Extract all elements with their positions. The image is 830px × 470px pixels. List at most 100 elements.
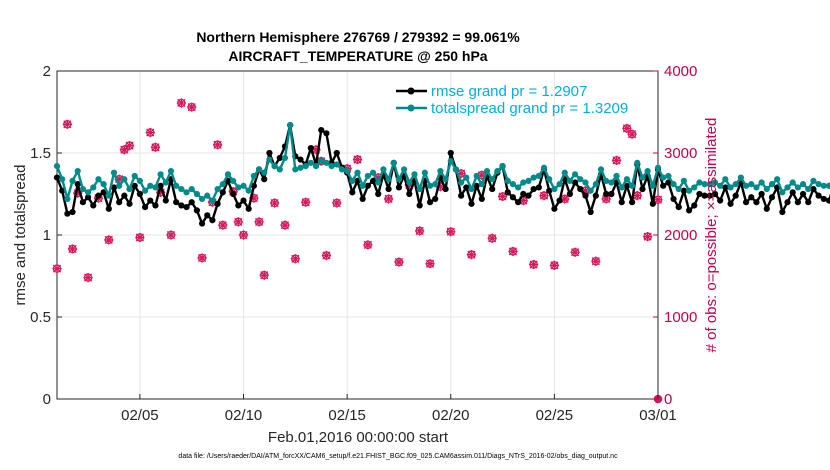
rmse-point: [359, 195, 366, 203]
rmse-point: [675, 204, 682, 211]
totalspread-point: [727, 184, 734, 191]
obs-assimilated-point: [425, 259, 435, 269]
y-left-axis-ticks: 0 0.5 1 1.5 2: [30, 63, 62, 408]
totalspread-point: [722, 176, 729, 183]
totalspread-point: [323, 159, 330, 166]
totalspread-point: [608, 179, 615, 186]
rmse-point: [110, 184, 118, 191]
totalspread-point: [276, 166, 283, 173]
obs-assimilated-point: [238, 230, 249, 240]
totalspread-point: [224, 171, 232, 178]
totalspread-point: [603, 177, 610, 184]
rmse-point: [753, 199, 760, 206]
rmse-point: [162, 197, 169, 204]
totalspread-point: [250, 172, 257, 180]
totalspread-point: [618, 184, 625, 191]
rmse-point: [266, 149, 273, 157]
totalspread-point: [509, 181, 517, 188]
totalspread-point: [136, 177, 143, 184]
totalspread-point: [344, 167, 351, 175]
rmse-point: [592, 192, 599, 199]
rmse-point: [426, 199, 434, 206]
totalspread-point: [447, 158, 454, 165]
totalspread-point: [188, 185, 195, 193]
totalspread-point: [696, 179, 703, 186]
rmse-point: [603, 190, 610, 198]
totalspread-point: [432, 181, 439, 188]
obs-assimilated-point: [156, 187, 166, 197]
totalspread-point: [219, 181, 226, 188]
totalspread-point: [173, 182, 180, 189]
totalspread-point: [193, 190, 200, 198]
rmse-point: [463, 184, 470, 191]
totalspread-point: [779, 189, 786, 196]
rmse-point: [369, 177, 377, 184]
rmse-point: [121, 192, 128, 199]
obs-assimilated-point: [332, 198, 342, 208]
rmse-point: [198, 220, 206, 227]
totalspread-point: [452, 166, 460, 173]
rmse-point: [566, 190, 574, 198]
rmse-point: [530, 185, 537, 193]
rmse-point: [789, 189, 796, 196]
obs-assimilated-point: [311, 145, 321, 155]
totalspread-point: [691, 184, 698, 191]
totalspread-point: [105, 192, 112, 199]
x-axis-label: Feb.01,2016 00:00:00 start: [268, 429, 449, 446]
totalspread-point: [178, 185, 185, 193]
legend-rmse-marker: [407, 87, 415, 95]
obs-assimilated-point: [104, 235, 114, 245]
obs-assimilated-point: [539, 191, 549, 201]
rmse-point: [784, 199, 791, 206]
totalspread-point: [810, 177, 817, 184]
rmse-point: [323, 130, 330, 137]
y-right-tick-label: 3000: [664, 145, 697, 162]
y-left-axis-label: rmse and totalspread: [12, 165, 29, 306]
obs-assimilated-point: [52, 264, 62, 274]
series-lines: [53, 122, 830, 227]
obs-assimilated-point: [632, 191, 642, 201]
rmse-point: [794, 199, 801, 206]
totalspread-point: [789, 179, 796, 186]
totalspread-point: [292, 166, 299, 173]
obs-assimilated-point: [508, 246, 518, 256]
rmse-point: [157, 182, 164, 189]
totalspread-point: [592, 181, 599, 188]
totalspread-point: [551, 185, 558, 193]
totalspread-point: [209, 197, 216, 204]
obs-assimilated-point: [477, 170, 487, 180]
totalspread-point: [530, 174, 537, 181]
totalspread-point: [59, 176, 66, 183]
totalspread-point: [307, 159, 314, 166]
obs-assimilated-point: [497, 191, 508, 202]
obs-assimilated-point: [601, 194, 611, 204]
obs-assimilated-point: [150, 142, 161, 152]
totalspread-point: [53, 163, 61, 170]
totalspread-point: [717, 182, 724, 189]
rmse-point: [680, 187, 688, 194]
obs-assimilated-point: [280, 220, 290, 230]
totalspread-point: [64, 195, 71, 203]
obs-assimilated-point: [187, 102, 197, 112]
obs-assimilated-point: [446, 227, 456, 237]
totalspread-point: [421, 169, 428, 176]
y-left-tick-label: 0: [43, 391, 51, 408]
obs-assimilated-point: [363, 240, 373, 250]
obs-assimilated-point: [622, 123, 632, 133]
totalspread-point: [354, 169, 361, 176]
rmse-point: [727, 200, 734, 207]
totalspread-point: [660, 174, 667, 181]
totalspread-point: [748, 181, 755, 188]
rmse-point: [385, 185, 392, 193]
obs-assimilated-point: [83, 273, 93, 283]
rmse-point: [209, 217, 216, 224]
rmse-point: [820, 195, 827, 203]
rmse-point: [318, 126, 325, 134]
totalspread-point: [825, 182, 830, 189]
x-tick-label: 02/05: [121, 407, 159, 424]
totalspread-point: [90, 184, 97, 191]
totalspread-point: [406, 179, 413, 186]
y-right-tick-label: 4000: [664, 63, 697, 80]
rmse-point: [219, 189, 226, 196]
rmse-point: [245, 205, 252, 212]
